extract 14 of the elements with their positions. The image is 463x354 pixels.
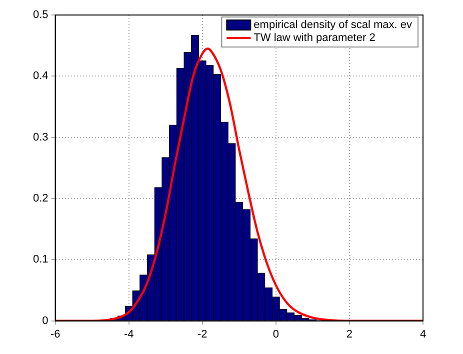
y-tick-label: 0.2 — [32, 192, 48, 205]
x-tick-label: 4 — [420, 328, 426, 340]
y-tick-label: 0 — [42, 314, 48, 327]
x-tick-label: -2 — [197, 328, 208, 340]
x-tick-label: -4 — [124, 328, 134, 340]
y-tick-label: 0.5 — [32, 9, 48, 22]
y-tick-label: 0.4 — [32, 70, 48, 82]
legend-label: empirical density of scal max. ev — [254, 19, 412, 32]
legend-label: TW law with parameter 2 — [254, 32, 376, 44]
x-tick-label: 0 — [272, 328, 279, 340]
x-tick-label: -6 — [50, 328, 60, 340]
y-tick-label: 0.1 — [32, 254, 48, 266]
y-tick-label: 0.3 — [32, 131, 48, 144]
x-tick-label: 2 — [346, 328, 353, 340]
